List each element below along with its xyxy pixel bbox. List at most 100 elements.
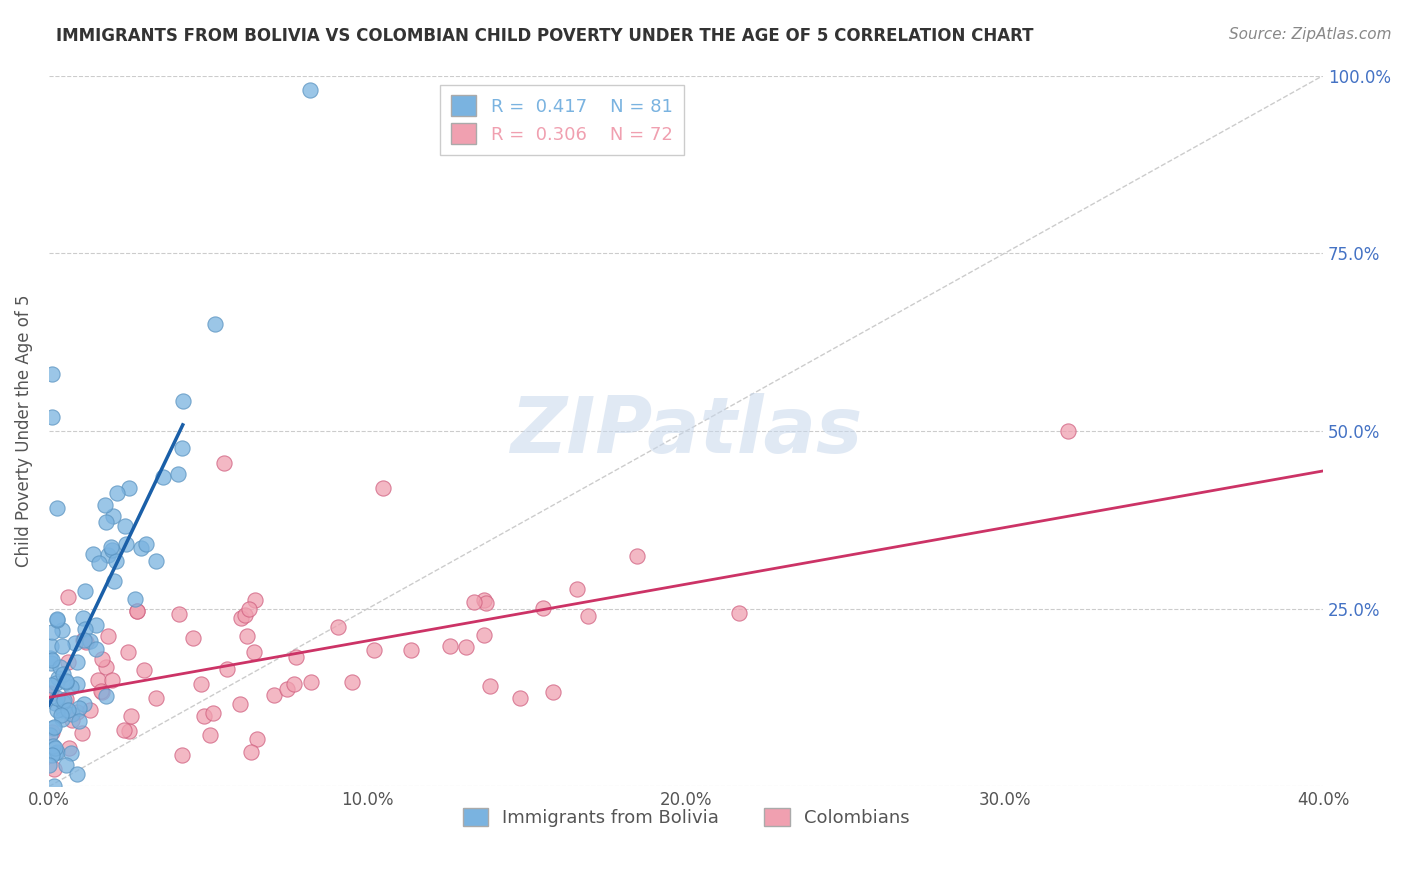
Point (73, 697, 96, 711)
Point (42, 780, 65, 794)
Point (172, 394, 194, 409)
Point (285, 649, 308, 664)
Point (42, 720, 65, 734)
Point (340, 674, 363, 689)
Point (67, 714, 90, 728)
Point (82, 548, 104, 562)
Point (129, 541, 152, 555)
Point (55, 674, 77, 689)
Point (56, 703, 79, 717)
Point (105, 553, 128, 567)
Point (60, 713, 83, 727)
Point (38, 758, 60, 772)
Point (84, 618, 107, 632)
Point (475, 596, 498, 610)
Point (454, 640, 477, 654)
Point (94, 660, 117, 674)
Point (472, 593, 495, 607)
Point (72, 633, 94, 648)
Point (41, 409, 63, 424)
Point (117, 645, 139, 659)
Point (46, 691, 69, 706)
Point (91, 652, 114, 666)
Point (576, 609, 599, 624)
Point (75, 584, 97, 599)
Point (114, 518, 136, 533)
Point (115, 537, 138, 551)
Point (101, 673, 124, 687)
Point (39, 728, 62, 742)
Point (246, 731, 269, 746)
Point (39, 686, 62, 700)
Point (531, 601, 554, 615)
Point (238, 602, 260, 616)
Point (283, 676, 305, 690)
Point (152, 470, 174, 484)
Point (1057, 424, 1080, 438)
Point (124, 591, 146, 606)
Point (39, 687, 62, 701)
Point (94, 498, 117, 512)
Point (193, 709, 215, 723)
Point (204, 318, 226, 332)
Point (217, 662, 239, 676)
Point (41, 653, 63, 667)
Point (190, 676, 212, 690)
Point (463, 595, 485, 609)
Point (172, 442, 194, 456)
Point (51, 640, 73, 654)
Point (75, 635, 97, 649)
Point (472, 628, 495, 642)
Point (328, 620, 350, 634)
Point (60, 681, 83, 695)
Point (39, 639, 62, 653)
Point (276, 681, 298, 696)
Point (55, 758, 77, 772)
Point (239, 745, 262, 759)
Point (509, 690, 531, 705)
Point (49, 708, 72, 723)
Point (145, 690, 167, 705)
Text: IMMIGRANTS FROM BOLIVIA VS COLOMBIAN CHILD POVERTY UNDER THE AGE OF 5 CORRELATIO: IMMIGRANTS FROM BOLIVIA VS COLOMBIAN CHI… (56, 27, 1033, 45)
Point (299, 83, 322, 97)
Point (45, 501, 67, 516)
Point (166, 467, 188, 482)
Point (45, 745, 67, 759)
Point (60, 706, 83, 721)
Point (51, 712, 73, 726)
Point (72, 611, 94, 625)
Point (100, 540, 122, 554)
Point (198, 728, 221, 742)
Point (94, 515, 117, 529)
Point (41, 747, 63, 762)
Point (243, 592, 266, 607)
Point (42, 722, 65, 736)
Point (233, 607, 256, 622)
Point (101, 509, 124, 524)
Point (67, 701, 90, 715)
Point (59, 746, 82, 760)
Text: Source: ZipAtlas.com: Source: ZipAtlas.com (1229, 27, 1392, 42)
Point (229, 611, 252, 625)
Point (120, 709, 142, 723)
Text: ZIPatlas: ZIPatlas (510, 393, 862, 469)
Point (45, 676, 67, 690)
Point (46, 671, 69, 685)
Point (52, 667, 75, 681)
Point (56, 590, 79, 604)
Point (63, 636, 86, 650)
Point (73, 632, 96, 647)
Point (181, 631, 204, 645)
Point (172, 748, 194, 763)
Point (73, 622, 96, 636)
Point (49, 659, 72, 673)
Point (46, 612, 69, 626)
Point (263, 689, 285, 703)
Point (202, 706, 225, 721)
Point (118, 723, 141, 738)
Point (167, 607, 190, 621)
Legend: Immigrants from Bolivia, Colombians: Immigrants from Bolivia, Colombians (456, 800, 917, 834)
Point (72, 726, 94, 740)
Point (51, 623, 73, 637)
Point (105, 486, 128, 500)
